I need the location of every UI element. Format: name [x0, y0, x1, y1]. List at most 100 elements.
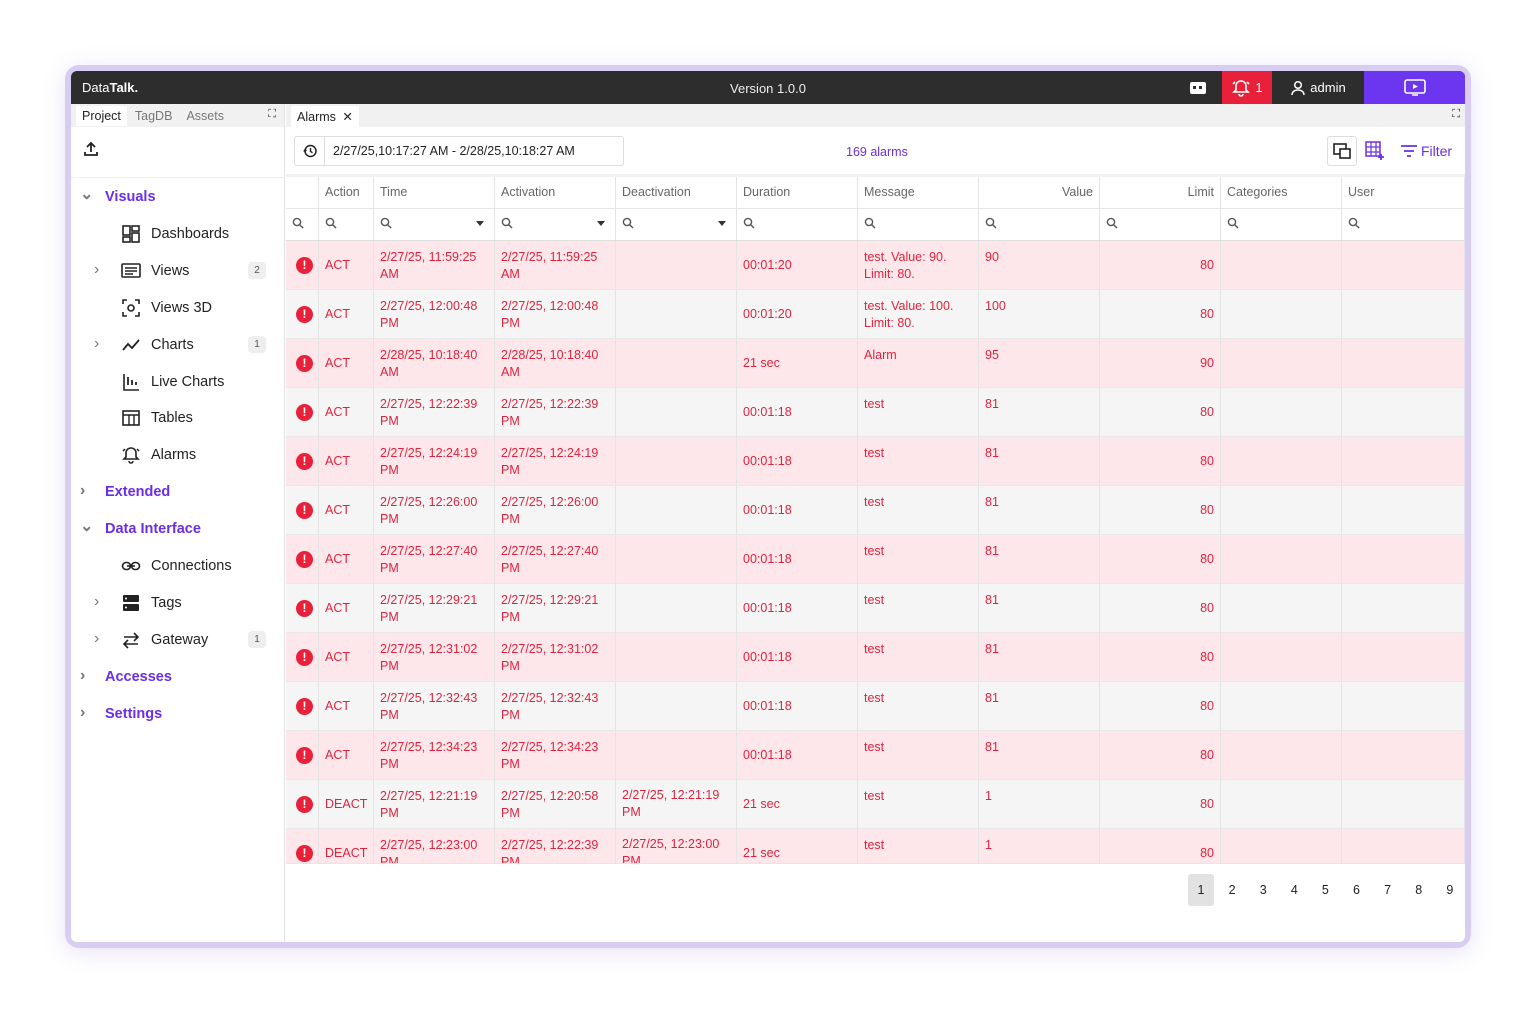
column-header-status[interactable] — [286, 177, 319, 208]
page-button-4[interactable]: 4 — [1290, 883, 1298, 897]
chevron-down-icon[interactable]: ⌄ — [80, 186, 94, 203]
search-icon[interactable] — [985, 217, 997, 232]
column-header-activation[interactable]: Activation — [495, 177, 616, 208]
table-row[interactable]: ! ACT 2/27/25, 12:32:43 PM 2/27/25, 12:32:4… — [286, 682, 1465, 731]
filter-cell-duration[interactable] — [737, 209, 858, 240]
page-button-6[interactable]: 6 — [1353, 883, 1360, 897]
expand-panel-icon[interactable]: ⛶ — [268, 108, 276, 120]
search-icon[interactable] — [380, 217, 392, 232]
search-icon[interactable] — [325, 217, 337, 232]
time-range-picker[interactable]: 2/27/25,10:17:27 AM - 2/28/25,10:18:27 A… — [294, 136, 624, 166]
filter-cell-value[interactable] — [979, 209, 1100, 240]
chevron-right-icon[interactable]: › — [94, 260, 100, 278]
tree-item-alarms[interactable]: Alarms — [71, 440, 285, 470]
filter-cell-user[interactable] — [1342, 209, 1465, 240]
filter-cell-action[interactable] — [319, 209, 374, 240]
column-header-action[interactable]: Action — [319, 177, 374, 208]
cell-user — [1342, 829, 1465, 863]
table-row[interactable]: ! DEACT 2/27/25, 12:23:00 PM 2/27/25, 12:22… — [286, 829, 1465, 863]
filter-cell-deactivation[interactable] — [616, 209, 737, 240]
table-row[interactable]: ! ACT 2/27/25, 12:22:39 PM 2/27/25, 12:22:3… — [286, 388, 1465, 437]
table-row[interactable]: ! ACT 2/27/25, 12:31:02 PM 2/27/25, 12:31:0… — [286, 633, 1465, 682]
search-icon[interactable] — [292, 217, 304, 232]
chevron-right-icon[interactable]: › — [80, 703, 86, 721]
filter-cell-categories[interactable] — [1221, 209, 1342, 240]
tree-group-accesses[interactable]: › Accesses — [71, 662, 285, 692]
columns-button[interactable] — [1327, 136, 1357, 166]
tree-group-visuals[interactable]: ⌄ Visuals — [71, 182, 285, 212]
search-icon[interactable] — [1348, 217, 1360, 232]
tree-item-gateway[interactable]: › Gateway 1 — [71, 625, 285, 655]
chevron-right-icon[interactable]: › — [80, 666, 86, 684]
tree-group-data-interface[interactable]: ⌄ Data Interface — [71, 514, 285, 544]
table-row[interactable]: ! ACT 2/27/25, 11:59:25 AM 2/27/25, 11:59:2… — [286, 241, 1465, 290]
search-icon[interactable] — [864, 217, 876, 232]
tab-tagdb[interactable]: TagDB — [134, 108, 173, 123]
column-header-value[interactable]: Value — [979, 177, 1100, 208]
tree-item-views-3d[interactable]: Views 3D — [71, 293, 285, 323]
table-row[interactable]: ! DEACT 2/27/25, 12:21:19 PM 2/27/25, 12:20… — [286, 780, 1465, 829]
tab-alarms[interactable]: Alarms ✕ — [291, 106, 359, 127]
page-button-5[interactable]: 5 — [1321, 883, 1329, 897]
search-icon[interactable] — [622, 217, 634, 232]
table-row[interactable]: ! ACT 2/27/25, 12:24:19 PM 2/27/25, 12:24:1… — [286, 437, 1465, 486]
table-row[interactable]: ! ACT 2/27/25, 12:00:48 PM 2/27/25, 12:00:4… — [286, 290, 1465, 339]
column-header-categories[interactable]: Categories — [1221, 177, 1342, 208]
table-row[interactable]: ! ACT 2/27/25, 12:29:21 PM 2/27/25, 12:29:2… — [286, 584, 1465, 633]
tree-item-tags[interactable]: › Tags — [71, 588, 285, 618]
column-header-message[interactable]: Message — [858, 177, 979, 208]
chevron-right-icon[interactable]: › — [94, 629, 100, 647]
search-icon[interactable] — [743, 217, 755, 232]
page-button-2[interactable]: 2 — [1228, 883, 1236, 897]
filter-cell-message[interactable] — [858, 209, 979, 240]
filter-cell-time[interactable] — [374, 209, 495, 240]
monitor-button[interactable] — [1183, 71, 1213, 104]
column-header-duration[interactable]: Duration — [737, 177, 858, 208]
history-icon[interactable] — [295, 137, 325, 165]
tree-item-charts[interactable]: › Charts 1 — [71, 330, 285, 360]
tree-group-extended[interactable]: › Extended — [71, 477, 285, 507]
page-button-9[interactable]: 9 — [1446, 883, 1454, 897]
tree-item-connections[interactable]: Connections — [71, 551, 285, 581]
expand-main-icon[interactable]: ⛶ — [1452, 108, 1460, 120]
dropdown-caret-icon[interactable] — [718, 221, 726, 226]
page-button-8[interactable]: 8 — [1415, 883, 1423, 897]
dropdown-caret-icon[interactable] — [476, 221, 484, 226]
chevron-right-icon[interactable]: › — [80, 482, 86, 500]
search-icon[interactable] — [1106, 217, 1118, 232]
chevron-right-icon[interactable]: › — [94, 334, 100, 352]
filter-button[interactable]: Filter — [1396, 136, 1456, 166]
chevron-down-icon[interactable]: ⌄ — [80, 518, 94, 536]
page-button-1[interactable]: 1 — [1188, 874, 1214, 906]
tab-assets[interactable]: Assets — [186, 108, 224, 123]
page-button-3[interactable]: 3 — [1259, 883, 1267, 897]
column-header-deactivation[interactable]: Deactivation — [616, 177, 737, 208]
column-header-limit[interactable]: Limit — [1100, 177, 1221, 208]
chevron-right-icon[interactable]: › — [94, 592, 100, 610]
table-row[interactable]: ! ACT 2/28/25, 10:18:40 AM 2/28/25, 10:18:4… — [286, 339, 1465, 388]
close-tab-icon[interactable]: ✕ — [342, 110, 353, 124]
tree-item-tables[interactable]: Tables — [71, 403, 285, 433]
column-header-user[interactable]: User — [1342, 177, 1465, 208]
page-button-7[interactable]: 7 — [1384, 883, 1392, 897]
filter-cell-limit[interactable] — [1100, 209, 1221, 240]
user-menu-button[interactable]: admin — [1272, 71, 1364, 104]
add-grid-button[interactable] — [1361, 136, 1389, 166]
alarm-notification-button[interactable]: 1 — [1222, 71, 1272, 104]
tree-item-live-charts[interactable]: Live Charts — [71, 367, 285, 397]
search-icon[interactable] — [1227, 217, 1239, 232]
tree-item-dashboards[interactable]: Dashboards — [71, 219, 285, 249]
table-row[interactable]: ! ACT 2/27/25, 12:34:23 PM 2/27/25, 12:34:2… — [286, 731, 1465, 780]
table-row[interactable]: ! ACT 2/27/25, 12:27:40 PM 2/27/25, 12:27:4… — [286, 535, 1465, 584]
column-header-time[interactable]: Time — [374, 177, 495, 208]
tree-group-settings[interactable]: › Settings — [71, 699, 285, 729]
table-row[interactable]: ! ACT 2/27/25, 12:26:00 PM 2/27/25, 12:26:0… — [286, 486, 1465, 535]
dropdown-caret-icon[interactable] — [597, 221, 605, 226]
filter-cell-activation[interactable] — [495, 209, 616, 240]
search-icon[interactable] — [501, 217, 513, 232]
upload-button[interactable] — [83, 141, 99, 162]
tab-project[interactable]: Project — [76, 105, 127, 126]
present-mode-button[interactable] — [1364, 71, 1465, 104]
tree-item-views[interactable]: › Views 2 — [71, 256, 285, 286]
filter-cell-status[interactable] — [286, 209, 319, 240]
